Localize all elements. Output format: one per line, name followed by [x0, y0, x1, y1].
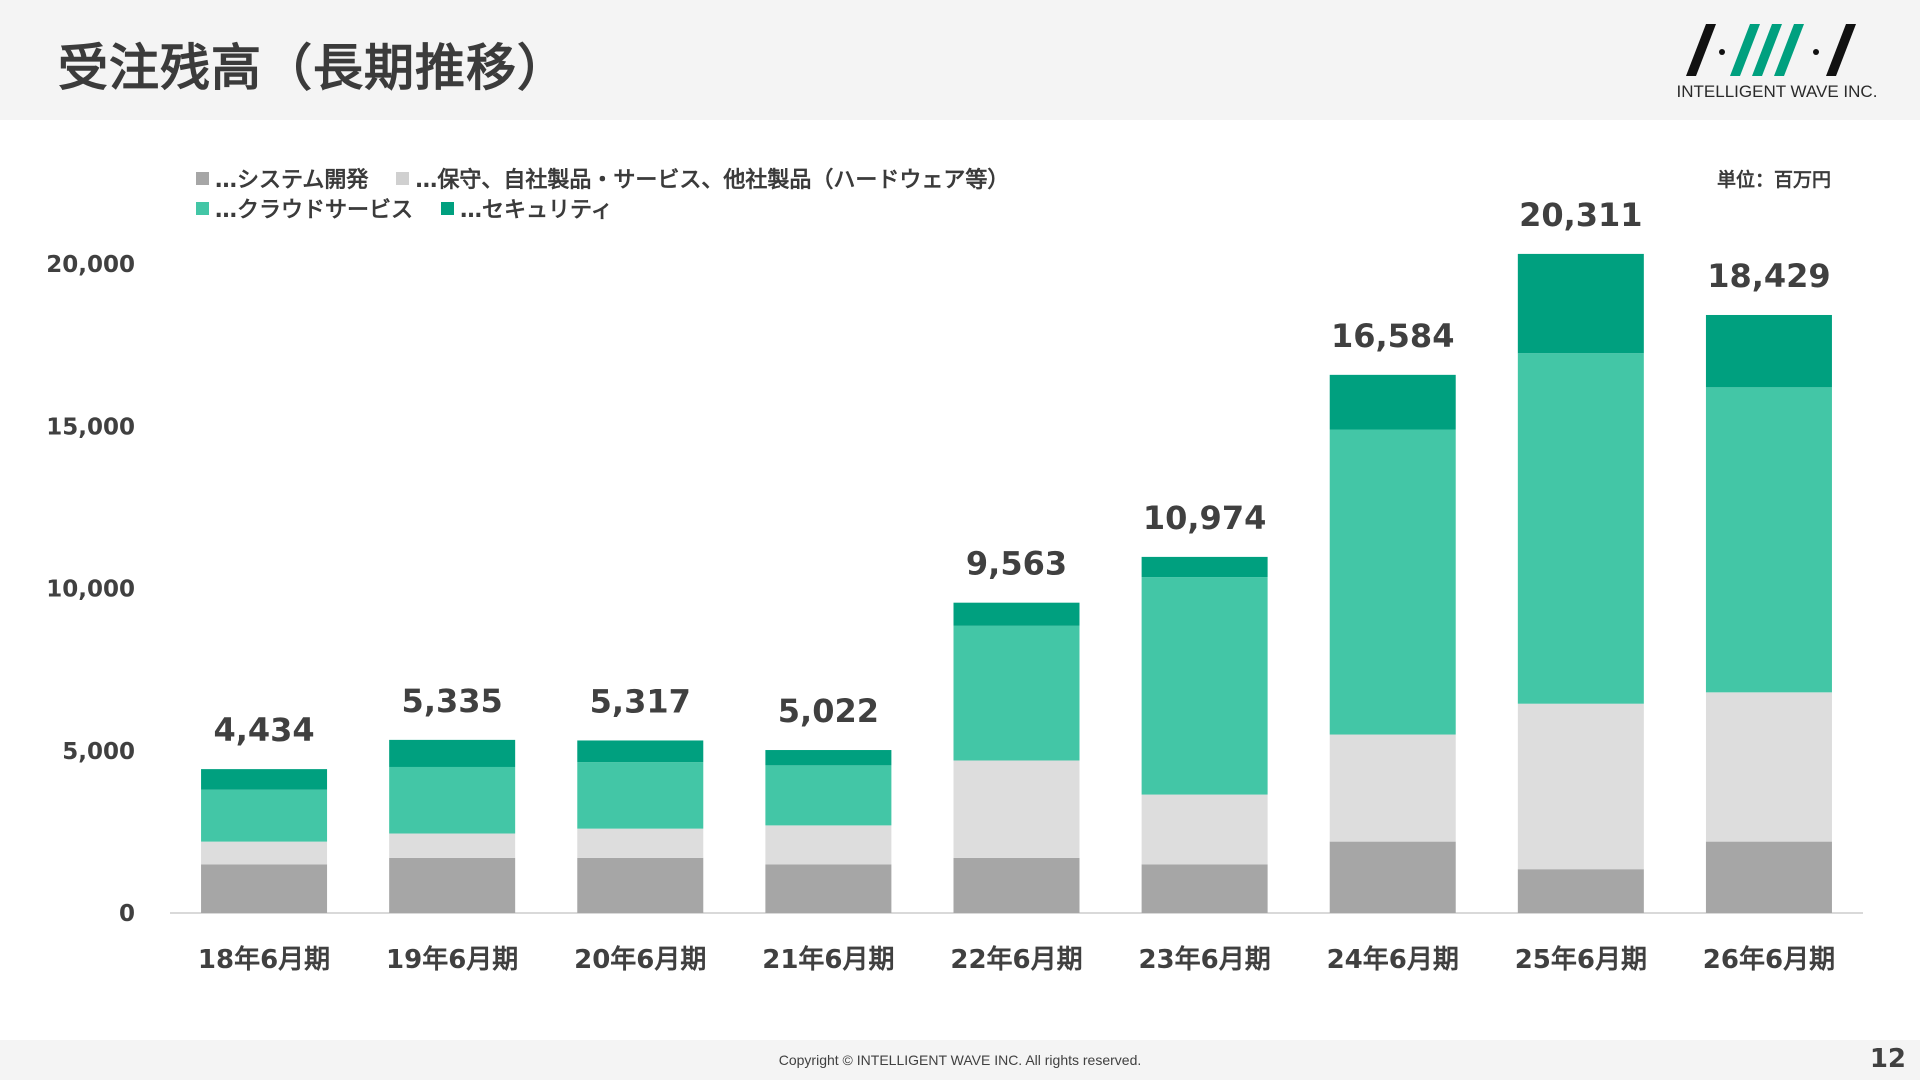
bar-segment-series-0 [201, 864, 328, 913]
logo-mark-icon [1686, 24, 1856, 76]
footer-bar: Copyright © INTELLIGENT WAVE INC. All ri… [0, 1040, 1920, 1080]
bar-total-label: 5,335 [402, 682, 503, 720]
x-category-label: 22年6月期 [950, 944, 1082, 975]
bar-total-label: 9,563 [966, 545, 1067, 583]
bar-segment-series-3 [1329, 374, 1456, 430]
legend-item-cloud: …クラウドサービス [196, 192, 413, 224]
bar-segment-series-2 [389, 766, 516, 834]
x-category-label: 24年6月期 [1327, 944, 1459, 975]
copyright-text: Copyright © INTELLIGENT WAVE INC. All ri… [778, 1052, 1142, 1068]
bar-segment-series-0 [1705, 841, 1832, 913]
y-tick-label: 10,000 [46, 577, 135, 603]
bar-segment-series-0 [1517, 869, 1644, 913]
legend-label: …クラウドサービス [215, 198, 414, 223]
bar-segment-series-3 [1705, 314, 1832, 388]
y-tick-label: 5,000 [62, 739, 135, 765]
bar-segment-series-1 [1141, 794, 1268, 865]
legend-swatch [196, 171, 209, 185]
chart-legend: …システム開発 …保守、自社製品・サービス、他社製品（ハードウェア等） …クラウ… [196, 163, 1037, 223]
bar-segment-series-3 [1517, 253, 1644, 354]
page-number: 12 [1869, 1044, 1906, 1074]
bar-segment-series-3 [201, 769, 328, 790]
bar-segment-series-2 [953, 625, 1080, 761]
legend-label: …保守、自社製品・サービス、他社製品（ハードウェア等） [415, 168, 1010, 193]
header-bar: 受注残高（長期推移） INTELLIGENT WAVE INC. [0, 0, 1920, 120]
legend-item-security: …セキュリティ [441, 192, 613, 224]
bar-segment-series-1 [765, 825, 892, 865]
bar-total-label: 16,584 [1331, 317, 1454, 355]
bar-segment-series-0 [389, 857, 516, 913]
bar-segment-series-2 [765, 765, 892, 826]
page-title: 受注残高（長期推移） [58, 39, 568, 97]
unit-label: 単位：百万円 [1716, 169, 1831, 191]
x-category-label: 26年6月期 [1703, 944, 1835, 975]
bar-segment-series-2 [1329, 429, 1456, 735]
bar-segment-series-1 [201, 841, 328, 865]
bar-total-label: 18,429 [1707, 257, 1830, 295]
x-category-label: 18年6月期 [198, 944, 330, 975]
y-tick-label: 0 [119, 901, 135, 927]
bar-segment-series-1 [1705, 692, 1832, 842]
legend-item-system-dev: …システム開発 [196, 162, 368, 194]
legend-label: …セキュリティ [460, 198, 613, 223]
bar-segment-series-2 [577, 762, 704, 829]
bar-segment-series-3 [577, 740, 704, 763]
bar-segment-series-3 [1141, 556, 1268, 578]
x-category-label: 25年6月期 [1515, 944, 1647, 975]
legend-swatch [441, 201, 455, 215]
bar-segment-series-0 [1329, 841, 1456, 913]
bar-segment-series-0 [765, 864, 892, 913]
legend-item-maintenance: …保守、自社製品・サービス、他社製品（ハードウェア等） [396, 162, 1009, 194]
bar-segment-series-1 [953, 760, 1080, 858]
y-tick-label: 20,000 [46, 252, 135, 278]
x-category-label: 21年6月期 [762, 944, 894, 975]
logo-company-name: INTELLIGENT WAVE INC. [1676, 82, 1878, 101]
bar-segment-series-2 [1517, 353, 1644, 704]
bar-segment-series-1 [1329, 734, 1456, 842]
legend-swatch [396, 171, 410, 185]
bar-segment-series-1 [389, 833, 516, 858]
stacked-bar-chart: 0 5,000 10,000 15,000 20,000 4,434 18年6月期 5,335… [46, 196, 1863, 975]
legend-swatch [196, 201, 209, 215]
bar-total-label: 5,022 [778, 692, 879, 730]
bar-segment-series-3 [953, 602, 1080, 626]
bar-segment-series-2 [201, 789, 328, 842]
bar-total-label: 20,311 [1519, 196, 1642, 234]
bar-segment-series-0 [953, 857, 1080, 913]
bar-segment-series-2 [1705, 387, 1832, 693]
company-logo: INTELLIGENT WAVE INC. [1672, 18, 1882, 108]
bar-total-label: 10,974 [1143, 499, 1266, 537]
y-tick-label: 15,000 [46, 414, 135, 440]
x-category-label: 19年6月期 [386, 944, 518, 975]
x-category-label: 23年6月期 [1138, 944, 1270, 975]
bar-segment-series-3 [765, 750, 892, 766]
bar-segment-series-1 [577, 828, 704, 858]
bar-segment-series-3 [389, 739, 516, 767]
legend-label: …システム開発 [215, 168, 369, 193]
bar-segment-series-2 [1141, 577, 1268, 795]
bar-total-label: 4,434 [213, 711, 314, 749]
x-category-label: 20年6月期 [574, 944, 706, 975]
bar-segment-series-1 [1517, 703, 1644, 870]
bar-total-label: 5,317 [590, 682, 691, 720]
bar-segment-series-0 [1141, 864, 1268, 913]
bar-segment-series-0 [577, 857, 704, 913]
